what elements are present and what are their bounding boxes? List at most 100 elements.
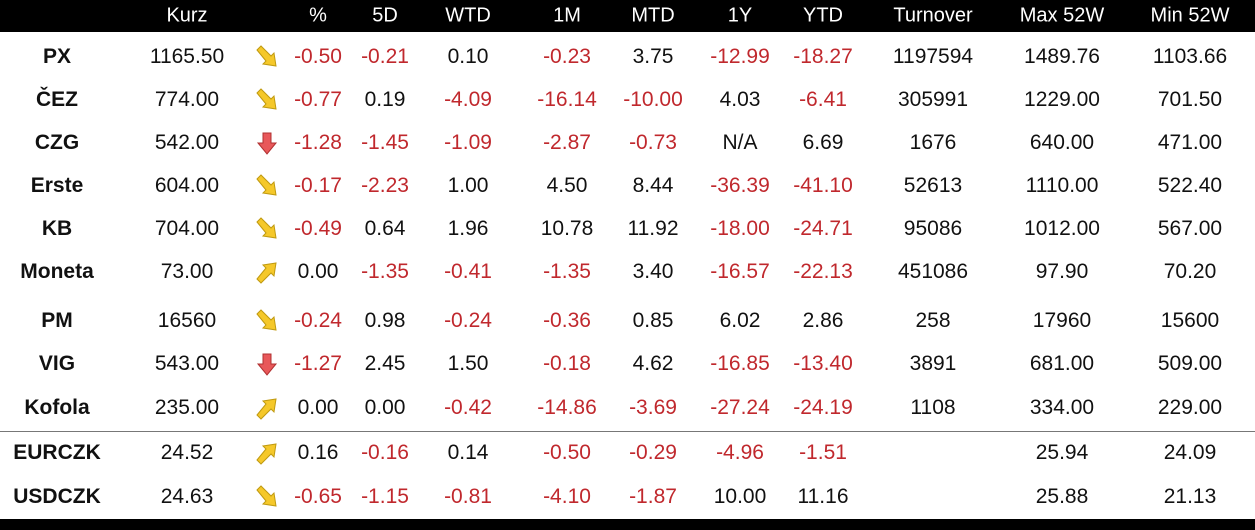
cell: 1012.00 — [1024, 217, 1100, 240]
cell: 4.50 — [546, 174, 588, 197]
cell: 70.20 — [1163, 260, 1217, 283]
cell: 1108 — [910, 396, 956, 419]
cell: -4.10 — [543, 485, 591, 508]
cell: 4.03 — [719, 88, 761, 111]
cell: 17960 — [1032, 309, 1092, 332]
cell: 640.00 — [1029, 131, 1095, 154]
cell: 3.40 — [632, 260, 674, 283]
column-header: % — [309, 4, 327, 27]
column-header: MTD — [631, 4, 675, 27]
cell: -0.50 — [543, 441, 591, 464]
cell: -0.73 — [629, 131, 677, 154]
cell: 6.02 — [719, 309, 761, 332]
cell: -1.28 — [294, 131, 342, 154]
cell: -1.45 — [361, 131, 409, 154]
cell: -0.77 — [294, 88, 342, 111]
footer-bar — [0, 519, 1255, 530]
cell: 25.94 — [1035, 441, 1089, 464]
column-header: Max 52W — [1019, 4, 1105, 27]
column-header: 1M — [553, 4, 581, 27]
cell: -0.17 — [294, 174, 342, 197]
cell: 1103.66 — [1152, 45, 1228, 68]
cell: -6.41 — [799, 88, 847, 111]
cell: 1.96 — [447, 217, 489, 240]
cell: -16.57 — [710, 260, 770, 283]
cell: 21.13 — [1163, 485, 1217, 508]
cell: -0.16 — [361, 441, 409, 464]
cell: -1.15 — [361, 485, 409, 508]
cell: 3891 — [909, 352, 957, 375]
trend-icon — [256, 309, 277, 331]
cell: 681.00 — [1029, 352, 1095, 375]
cell: 543.00 — [154, 352, 220, 375]
cell: -18.27 — [793, 45, 853, 68]
cell: -24.71 — [793, 217, 853, 240]
cell: -2.87 — [543, 131, 591, 154]
cell: 229.00 — [1157, 396, 1223, 419]
cell: 95086 — [903, 217, 963, 240]
cell: -1.87 — [629, 485, 677, 508]
cell: 305991 — [897, 88, 969, 111]
cell: -16.14 — [537, 88, 597, 111]
cell: -0.29 — [629, 441, 677, 464]
trend-icon — [256, 88, 277, 110]
cell: 16560 — [157, 309, 217, 332]
cell: 235.00 — [154, 396, 220, 419]
cell: 0.16 — [297, 441, 339, 464]
row-name: CZG — [34, 131, 80, 154]
cell: 542.00 — [154, 131, 220, 154]
row-name: Kofola — [24, 396, 90, 419]
trend-icon — [256, 262, 277, 284]
cell: 2.86 — [802, 309, 844, 332]
cell: 0.19 — [364, 88, 406, 111]
trend-icon — [256, 217, 277, 239]
cell: -0.24 — [444, 309, 492, 332]
cell: 522.40 — [1157, 174, 1223, 197]
cell: 1.00 — [447, 174, 489, 197]
trend-icon — [256, 174, 277, 196]
cell: -1.35 — [543, 260, 591, 283]
row-name: USDCZK — [13, 485, 101, 508]
column-header: 1Y — [727, 4, 753, 27]
cell: 1165.50 — [149, 45, 225, 68]
trend-icon — [256, 132, 278, 155]
cell: -0.36 — [543, 309, 591, 332]
cell: -27.24 — [710, 396, 770, 419]
cell: 0.98 — [364, 309, 406, 332]
cell: 97.90 — [1035, 260, 1089, 283]
cell: -0.18 — [543, 352, 591, 375]
cell: 0.10 — [447, 45, 489, 68]
cell: 24.52 — [160, 441, 214, 464]
row-name: PX — [42, 45, 72, 68]
cell: -4.96 — [716, 441, 764, 464]
cell: -13.40 — [793, 352, 853, 375]
cell: 1676 — [909, 131, 957, 154]
cell: -0.42 — [444, 396, 492, 419]
row-name: Moneta — [20, 260, 94, 283]
cell: 15600 — [1160, 309, 1220, 332]
trend-icon — [256, 485, 277, 507]
cell: -41.10 — [793, 174, 853, 197]
trend-icon — [256, 45, 277, 67]
cell: 11.92 — [627, 217, 679, 240]
row-name: VIG — [38, 352, 76, 375]
cell: 1110.00 — [1025, 174, 1099, 197]
cell: -10.00 — [623, 88, 683, 111]
column-header: Min 52W — [1150, 4, 1230, 27]
cell: 509.00 — [1157, 352, 1223, 375]
cell: 0.00 — [364, 396, 406, 419]
cell: 52613 — [903, 174, 963, 197]
cell: 11.16 — [797, 485, 849, 508]
cell: -4.09 — [444, 88, 492, 111]
cell: 4.62 — [632, 352, 674, 375]
cell: 451086 — [897, 260, 969, 283]
cell: -18.00 — [710, 217, 770, 240]
row-name: PM — [41, 309, 73, 332]
cell: -36.39 — [710, 174, 770, 197]
cell: -3.69 — [629, 396, 677, 419]
cell: -0.49 — [294, 217, 342, 240]
cell: 0.00 — [297, 260, 339, 283]
cell: 8.44 — [632, 174, 674, 197]
cell: 1197594 — [892, 45, 974, 68]
